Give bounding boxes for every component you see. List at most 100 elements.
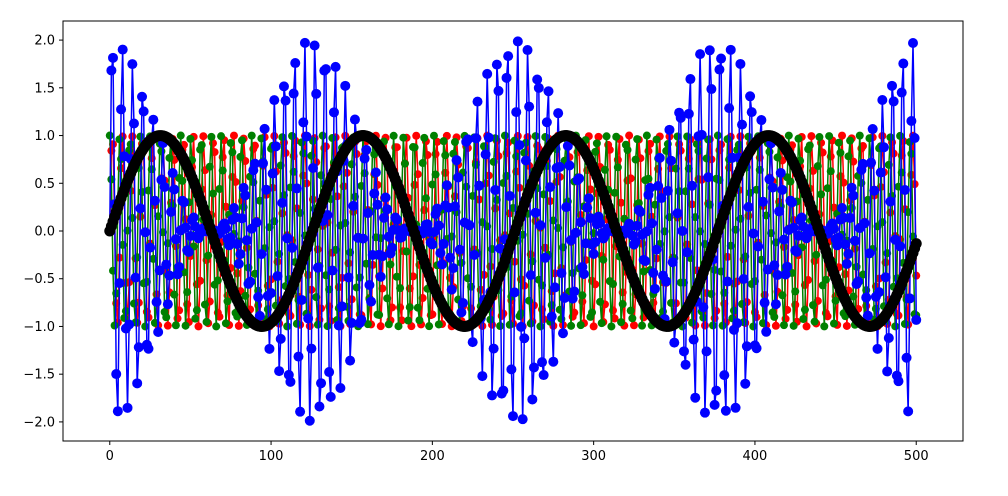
data-point <box>384 320 393 329</box>
data-point <box>566 235 577 246</box>
data-point <box>617 318 626 327</box>
data-point <box>389 131 398 140</box>
data-point <box>906 116 917 127</box>
data-point <box>472 96 483 107</box>
data-point <box>114 278 125 289</box>
data-point <box>410 143 419 152</box>
data-point <box>217 132 226 141</box>
data-point <box>877 94 888 105</box>
data-point <box>212 322 221 331</box>
data-point <box>821 275 830 284</box>
data-point <box>282 233 293 244</box>
data-point <box>590 237 601 248</box>
data-point <box>345 355 356 366</box>
data-point <box>433 137 442 146</box>
data-point <box>861 292 872 303</box>
data-point <box>348 200 359 211</box>
data-point <box>511 107 522 118</box>
data-point <box>514 140 525 151</box>
data-point <box>722 276 733 287</box>
data-point <box>330 61 341 72</box>
data-point <box>872 343 883 354</box>
data-point <box>254 310 265 321</box>
data-point <box>702 154 711 163</box>
data-point <box>575 217 586 228</box>
data-point <box>402 247 411 256</box>
data-point <box>432 203 443 214</box>
data-point <box>546 311 557 322</box>
data-point <box>687 180 698 191</box>
y-tick-label: 1.0 <box>34 129 55 144</box>
data-point <box>903 406 914 417</box>
data-point <box>283 322 292 331</box>
data-point <box>340 80 351 91</box>
data-point <box>258 158 268 169</box>
data-point <box>744 132 753 141</box>
data-point <box>251 217 262 228</box>
data-point <box>736 132 745 141</box>
data-point <box>183 288 192 297</box>
data-point <box>771 321 780 330</box>
data-point <box>588 248 599 259</box>
x-tick-label: 400 <box>743 449 768 464</box>
data-point <box>599 255 608 264</box>
data-point <box>171 321 180 330</box>
data-point <box>607 322 616 331</box>
data-point <box>623 146 632 154</box>
data-point <box>128 132 137 141</box>
data-point <box>191 314 200 323</box>
data-point <box>688 334 699 345</box>
data-point <box>434 320 443 329</box>
data-point <box>639 267 648 276</box>
data-point <box>192 306 201 315</box>
data-point <box>741 341 752 352</box>
data-point <box>277 197 288 208</box>
data-point <box>441 151 450 160</box>
data-point <box>215 312 224 321</box>
data-point <box>883 333 894 343</box>
data-point <box>110 321 119 330</box>
data-point <box>561 202 572 213</box>
data-point <box>610 188 619 197</box>
data-point <box>170 290 179 299</box>
data-point <box>864 248 875 259</box>
data-point <box>667 257 678 268</box>
data-point <box>541 133 550 142</box>
data-point <box>358 233 368 244</box>
data-point <box>517 414 528 425</box>
data-point <box>719 370 730 381</box>
data-point <box>490 184 501 195</box>
data-point <box>235 249 246 260</box>
data-point <box>293 351 304 362</box>
data-point <box>232 239 243 250</box>
data-point <box>496 322 505 330</box>
x-axis: 0 100 200 300 400 500 <box>106 441 929 464</box>
data-point <box>549 282 560 293</box>
data-point <box>772 270 783 280</box>
data-point <box>314 401 325 412</box>
data-point <box>753 241 764 252</box>
data-point <box>714 64 725 75</box>
data-point <box>202 317 211 326</box>
data-point <box>505 320 514 329</box>
data-point <box>791 287 800 296</box>
data-point <box>151 296 162 307</box>
data-point <box>787 197 798 208</box>
data-point <box>425 322 434 331</box>
data-point <box>706 84 717 95</box>
data-point <box>240 190 251 201</box>
data-point <box>238 136 247 145</box>
data-point <box>553 108 564 119</box>
data-point <box>862 310 873 321</box>
data-point <box>778 291 787 300</box>
data-point <box>112 289 121 298</box>
data-point <box>713 131 722 140</box>
data-point <box>204 251 213 260</box>
data-point <box>474 180 485 191</box>
data-point <box>699 407 710 418</box>
data-point <box>796 212 807 223</box>
data-point <box>477 371 488 382</box>
data-point <box>287 242 298 253</box>
data-point <box>167 168 178 179</box>
